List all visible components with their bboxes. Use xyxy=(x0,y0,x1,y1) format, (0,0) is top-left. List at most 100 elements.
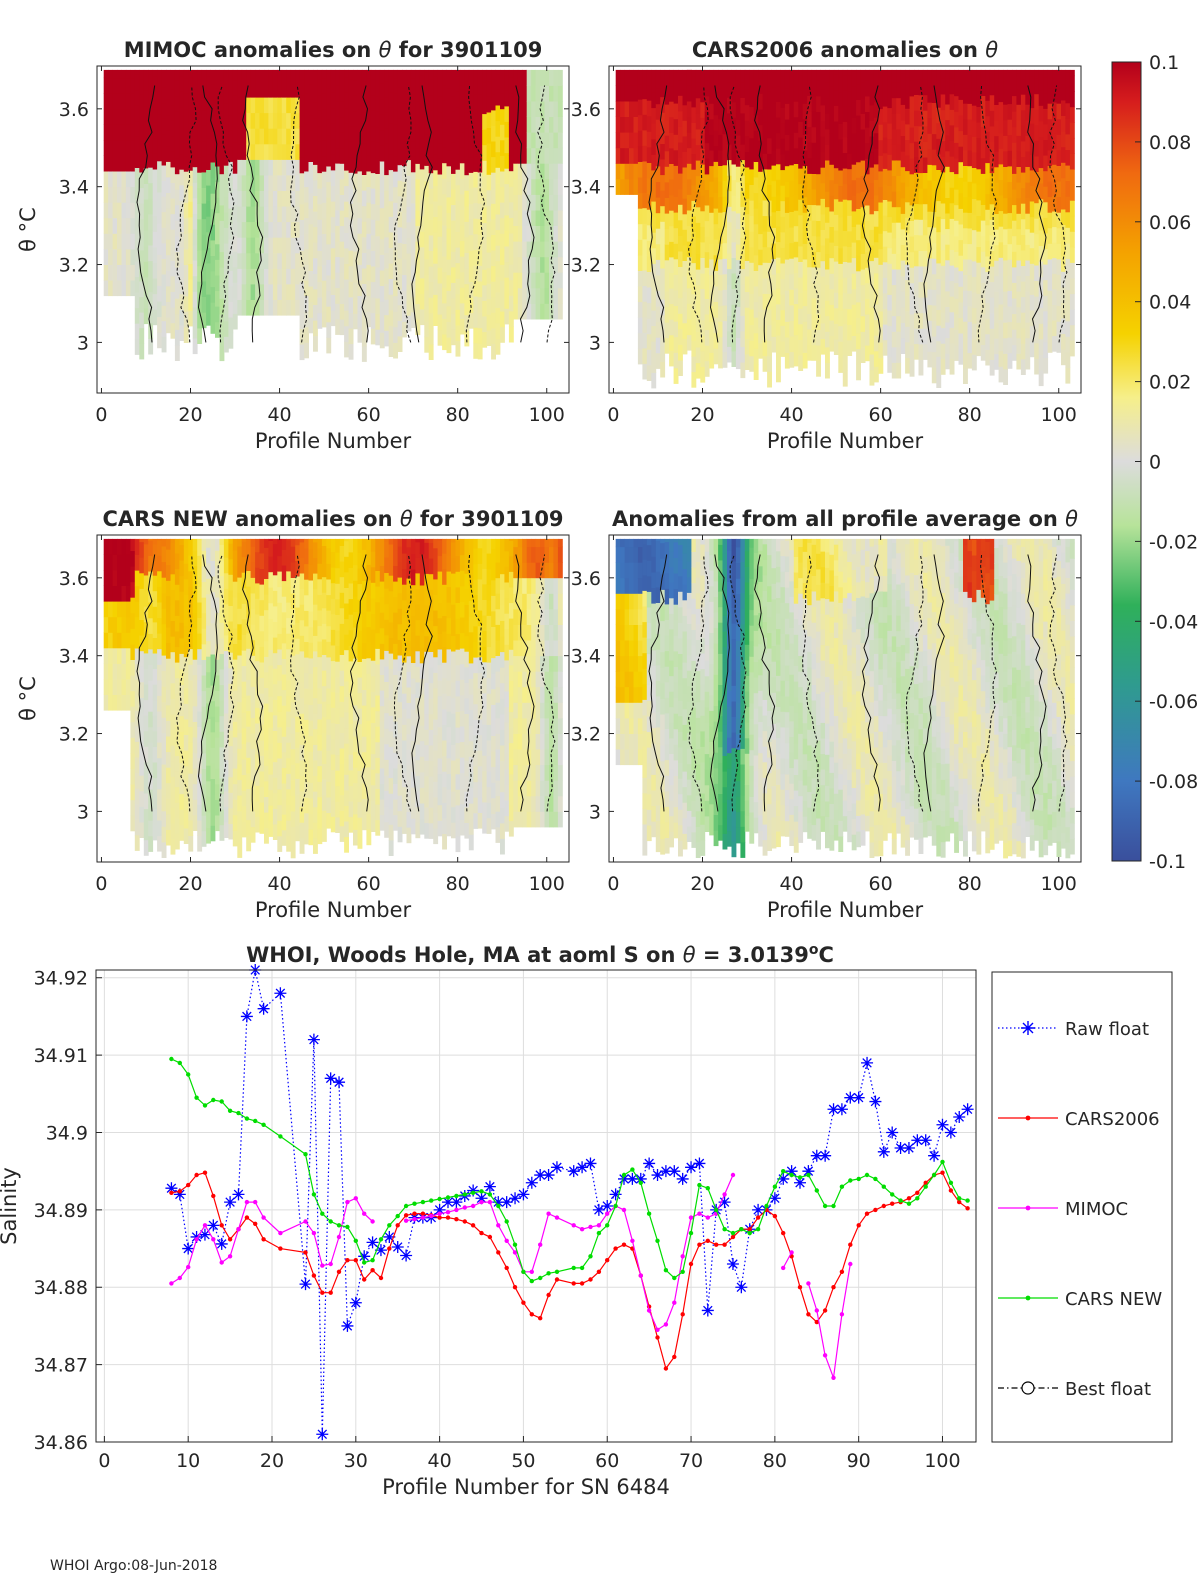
heatmap-cell xyxy=(201,737,207,754)
heatmap-cell xyxy=(174,631,180,648)
heatmap-cell xyxy=(825,253,830,270)
heatmap-cell xyxy=(281,658,287,675)
heatmap-cell xyxy=(936,231,942,248)
heatmap-cell xyxy=(228,239,234,256)
heatmap-cell xyxy=(678,266,683,283)
heatmap-cell xyxy=(286,726,292,743)
heatmap-cell xyxy=(971,214,977,231)
heatmap-cell xyxy=(740,237,746,254)
heatmap-cell xyxy=(255,598,260,615)
heatmap-cell xyxy=(281,97,287,114)
heatmap-cell xyxy=(838,356,844,373)
heatmap-cell xyxy=(237,143,243,160)
heatmap-cell xyxy=(464,283,470,300)
heatmap-cell xyxy=(1034,69,1040,79)
heatmap-cell xyxy=(784,228,790,244)
heatmap-cell xyxy=(357,661,363,678)
heatmap-cell xyxy=(148,167,154,184)
heatmap-cell xyxy=(882,308,888,325)
heatmap-cell xyxy=(108,632,113,649)
heatmap-cell xyxy=(642,332,648,349)
heatmap-cell xyxy=(798,292,804,309)
heatmap-cell xyxy=(1016,260,1022,276)
heatmap-cell xyxy=(406,69,412,83)
heatmap-cell xyxy=(166,627,171,644)
heatmap-cell xyxy=(121,108,127,125)
heatmap-cell xyxy=(232,95,238,112)
heatmap-cell xyxy=(727,330,732,347)
heatmap-cell xyxy=(669,350,674,367)
heatmap-cell xyxy=(1003,213,1008,230)
heatmap-cell xyxy=(188,555,194,572)
heatmap-cell xyxy=(366,171,372,188)
heatmap-cell xyxy=(335,567,341,584)
heatmap-cell xyxy=(887,310,893,327)
heatmap-cell xyxy=(811,220,817,237)
heatmap-cell xyxy=(1020,78,1026,95)
heatmap-cell xyxy=(344,263,349,280)
heatmap-cell xyxy=(798,246,804,262)
heatmap-cell xyxy=(869,229,875,246)
heatmap-cell xyxy=(397,71,403,88)
heatmap-cell xyxy=(1038,89,1044,106)
heatmap-cell xyxy=(130,550,136,567)
heatmap-cell xyxy=(219,747,225,763)
heatmap-cell xyxy=(958,317,964,334)
heatmap-cell xyxy=(188,820,194,836)
heatmap-cell xyxy=(250,670,256,687)
heatmap-cell xyxy=(148,540,154,556)
heatmap-cell xyxy=(931,242,937,259)
heatmap-cell xyxy=(1007,134,1013,151)
heatmap-cell xyxy=(326,765,332,782)
heatmap-cell xyxy=(758,327,764,344)
heatmap-cell xyxy=(473,140,479,157)
heatmap-cell xyxy=(669,194,674,211)
heatmap-cell xyxy=(174,345,180,361)
heatmap-cell xyxy=(183,311,189,328)
heatmap-cell xyxy=(847,246,853,263)
heatmap-cell xyxy=(958,177,964,194)
heatmap-cell xyxy=(531,163,537,180)
heatmap-cell xyxy=(544,69,550,86)
heatmap-cell xyxy=(210,669,216,686)
heatmap-cell xyxy=(335,676,341,693)
heatmap-cell xyxy=(161,748,167,765)
heatmap-cell xyxy=(624,132,630,149)
heatmap-cell xyxy=(286,555,292,572)
heatmap-cell xyxy=(958,161,964,178)
heatmap-cell xyxy=(473,155,479,172)
heatmap-cell xyxy=(170,213,176,230)
heatmap-cell xyxy=(655,134,661,151)
heatmap-cell xyxy=(762,246,768,263)
heatmap-cell xyxy=(664,244,670,261)
heatmap-cell xyxy=(424,118,430,135)
heatmap-cell xyxy=(237,221,243,238)
heatmap-cell xyxy=(281,689,287,706)
heatmap-cell xyxy=(174,662,180,679)
heatmap-cell xyxy=(353,580,358,597)
heatmap-cell xyxy=(326,538,332,549)
heatmap-cell xyxy=(375,220,381,237)
heatmap-cell xyxy=(615,178,621,195)
heatmap-cell xyxy=(357,264,363,281)
heatmap-cell xyxy=(402,290,407,307)
heatmap-cell xyxy=(637,114,643,131)
y-tick-label: 3.2 xyxy=(59,255,89,277)
heatmap-cell xyxy=(268,206,274,223)
heatmap-cell xyxy=(540,241,545,258)
heatmap-cell xyxy=(250,268,256,285)
heatmap-cell xyxy=(980,282,986,299)
heatmap-cell xyxy=(313,257,318,274)
heatmap-cell xyxy=(295,268,301,285)
axes-frame xyxy=(96,65,570,394)
heatmap-cell xyxy=(691,69,697,77)
heatmap-cell xyxy=(313,538,318,543)
heatmap-cell xyxy=(313,242,318,259)
heatmap-cell xyxy=(651,123,657,140)
heatmap-cell xyxy=(134,757,140,773)
heatmap-cell xyxy=(954,95,959,112)
heatmap-cell xyxy=(424,274,430,291)
heatmap-cell xyxy=(330,551,336,568)
heatmap-cell xyxy=(326,719,332,736)
heatmap-cell xyxy=(669,288,674,305)
